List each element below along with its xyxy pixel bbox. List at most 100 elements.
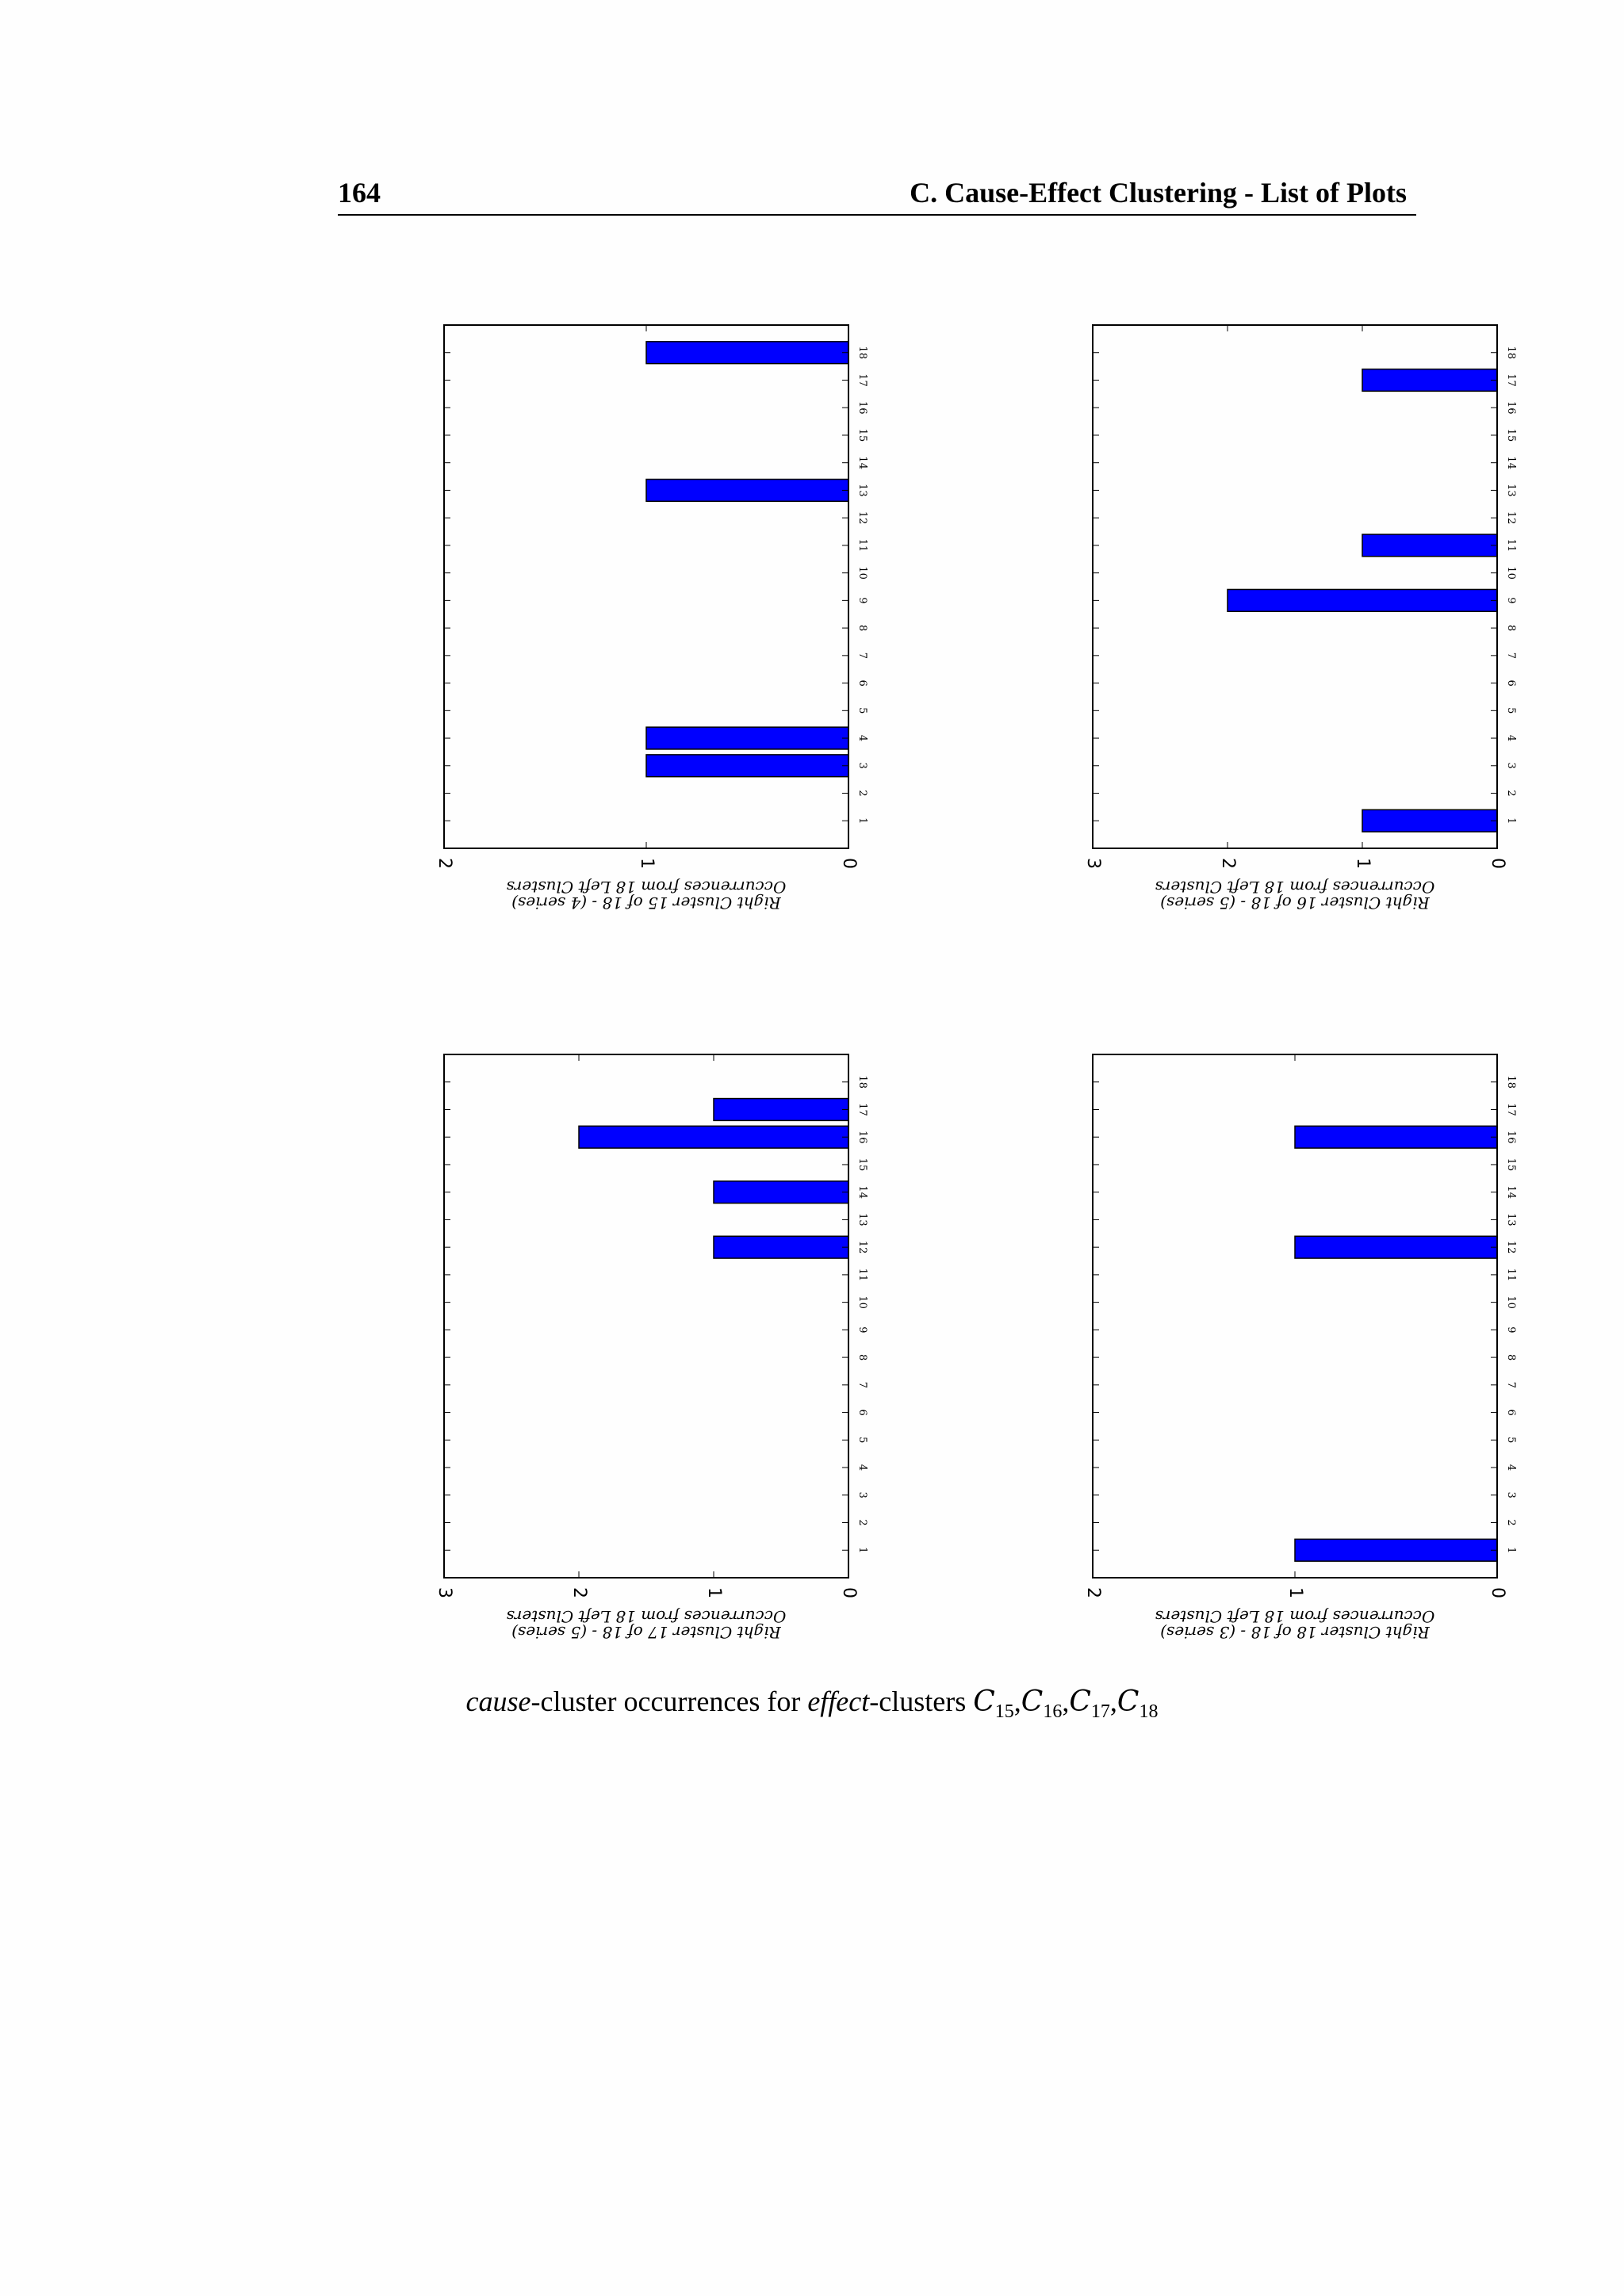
- category-tick-label: 15: [856, 429, 868, 442]
- category-tick-label: 6: [856, 1409, 868, 1415]
- category-tick-label: 12: [1505, 511, 1517, 525]
- category-tick-label: 16: [1505, 401, 1517, 415]
- category-tick-label: 14: [1505, 456, 1517, 469]
- plot-frame: [1092, 324, 1498, 849]
- category-tick-label: 18: [856, 346, 868, 359]
- category-tick-label: 9: [1505, 597, 1517, 603]
- caption-sub-17: 17: [1090, 1701, 1110, 1723]
- caption-sep-3: ,: [1109, 1686, 1117, 1717]
- category-tick-label: 10: [856, 1295, 868, 1309]
- bar-4: [645, 726, 849, 750]
- category-tick-label: 3: [1505, 763, 1517, 769]
- chart-svg: 1234567891011121314151617180123Occurrenc…: [1083, 324, 1517, 913]
- axis-label-line-2: Occurrences from 18 Left Clusters: [507, 878, 787, 897]
- category-tick-label: 1: [856, 817, 868, 824]
- category-tick-label: 10: [856, 566, 868, 580]
- category-tick-label: 13: [1505, 1213, 1517, 1226]
- value-tick-label: 1: [1285, 1587, 1305, 1598]
- category-tick-label: 5: [856, 707, 868, 714]
- axis-label-line-2: Occurrences from 18 Left Clusters: [1155, 878, 1435, 897]
- caption-cluster-letter-18: C: [1116, 1686, 1139, 1718]
- value-tick-label: 2: [1083, 1587, 1103, 1598]
- category-tick-label: 8: [856, 625, 868, 631]
- category-tick-label: 5: [856, 1437, 868, 1443]
- category-tick-label: 5: [1505, 1437, 1517, 1443]
- category-tick-label: 16: [1505, 1131, 1517, 1144]
- category-tick-label: 2: [856, 1519, 868, 1525]
- category-tick-label: 1: [1505, 1547, 1517, 1553]
- value-tick-label: 0: [1488, 858, 1507, 869]
- page-number: 164: [338, 177, 381, 209]
- category-tick-label: 11: [1505, 1269, 1517, 1282]
- category-tick-label: 17: [1505, 1103, 1517, 1116]
- caption-sub-16: 16: [1043, 1701, 1063, 1723]
- chart-svg: 1234567891011121314151617180123Occurrenc…: [435, 1054, 868, 1642]
- category-tick-label: 10: [1505, 1295, 1517, 1309]
- category-tick-label: 14: [856, 456, 868, 469]
- category-tick-label: 6: [1505, 679, 1517, 686]
- category-tick-label: 15: [856, 1158, 868, 1172]
- category-tick-label: 13: [1505, 484, 1517, 497]
- category-tick-label: 3: [1505, 1492, 1517, 1498]
- axis-label-line-1: Right Cluster 18 of 18 - (3 series): [1160, 1623, 1431, 1642]
- caption-text-2: -clusters: [869, 1686, 974, 1717]
- category-tick-label: 6: [1505, 1409, 1517, 1415]
- category-tick-label: 8: [1505, 1354, 1517, 1360]
- category-tick-label: 13: [856, 484, 868, 497]
- category-tick-label: 7: [1505, 1382, 1517, 1388]
- category-tick-label: 2: [1505, 1519, 1517, 1525]
- value-tick-label: 2: [435, 858, 454, 869]
- plot-frame: [443, 1054, 849, 1578]
- axis-label-line-1: Right Cluster 16 of 18 - (5 series): [1160, 894, 1431, 913]
- value-tick-label: 3: [435, 1587, 454, 1598]
- bar-3: [645, 754, 849, 778]
- bar-13: [645, 478, 849, 503]
- category-tick-label: 7: [1505, 652, 1517, 659]
- chart-cluster-18: 1 2 3 4 5 6 7 8 9 10 11 12 13 14 15 16 17 18 0 1 2 Occurrence…: [1083, 1054, 1600, 1642]
- category-tick-label: 15: [1505, 429, 1517, 442]
- bar-9: [1227, 588, 1498, 613]
- category-tick-label: 2: [1505, 790, 1517, 796]
- axis-label-line-2: Occurrences from 18 Left Clusters: [507, 1607, 787, 1626]
- category-tick-label: 18: [856, 1075, 868, 1089]
- value-tick-label: 0: [1488, 1587, 1507, 1598]
- category-tick-label: 8: [1505, 625, 1517, 631]
- bar-1: [1362, 809, 1498, 832]
- category-tick-label: 11: [1505, 539, 1517, 553]
- category-tick-label: 16: [856, 1131, 868, 1144]
- caption-text-1: -cluster occurrences for: [530, 1686, 808, 1717]
- caption-sub-18: 18: [1139, 1701, 1159, 1723]
- category-tick-label: 14: [1505, 1185, 1517, 1199]
- category-tick-label: 17: [856, 1103, 868, 1116]
- value-tick-label: 2: [569, 1587, 589, 1598]
- category-tick-label: 17: [856, 373, 868, 387]
- bar-14: [713, 1181, 849, 1204]
- value-tick-label: 1: [704, 1587, 724, 1598]
- bar-16: [578, 1125, 849, 1149]
- category-tick-label: 3: [856, 763, 868, 769]
- category-tick-label: 10: [1505, 566, 1517, 580]
- caption-effect: effect: [807, 1686, 870, 1717]
- axis-label-line-1: Right Cluster 17 of 18 - (5 series): [511, 1623, 782, 1642]
- value-tick-label: 3: [1083, 858, 1103, 869]
- category-tick-label: 4: [1505, 1464, 1517, 1471]
- category-tick-label: 4: [856, 735, 868, 741]
- bar-16: [1294, 1125, 1498, 1149]
- category-tick-label: 2: [856, 790, 868, 796]
- caption-cause: cause: [465, 1686, 531, 1717]
- category-tick-label: 5: [1505, 707, 1517, 714]
- caption-sep-2: ,: [1062, 1686, 1070, 1717]
- category-tick-label: 9: [856, 1326, 868, 1333]
- page-header: 164 C. Cause-Effect Clustering - List of…: [338, 173, 1416, 216]
- axis-label-line-1: Right Cluster 15 of 18 - (4 series): [511, 894, 782, 913]
- caption-sub-15: 15: [994, 1701, 1014, 1723]
- category-tick-label: 4: [856, 1464, 868, 1471]
- chart-cluster-16: 1 2 3 4 5 6 7 8 9 10 11 12 13 14 15 16 17 18 0 1 2 3 Occurrenc…: [1083, 324, 1600, 913]
- caption-cluster-letter-16: C: [1021, 1686, 1044, 1718]
- bar-1: [1294, 1538, 1498, 1562]
- value-tick-label: 0: [839, 1587, 859, 1598]
- category-tick-label: 18: [1505, 1075, 1517, 1089]
- category-tick-label: 8: [856, 1354, 868, 1360]
- axis-label-line-2: Occurrences from 18 Left Clusters: [1155, 1607, 1435, 1626]
- category-tick-label: 14: [856, 1185, 868, 1199]
